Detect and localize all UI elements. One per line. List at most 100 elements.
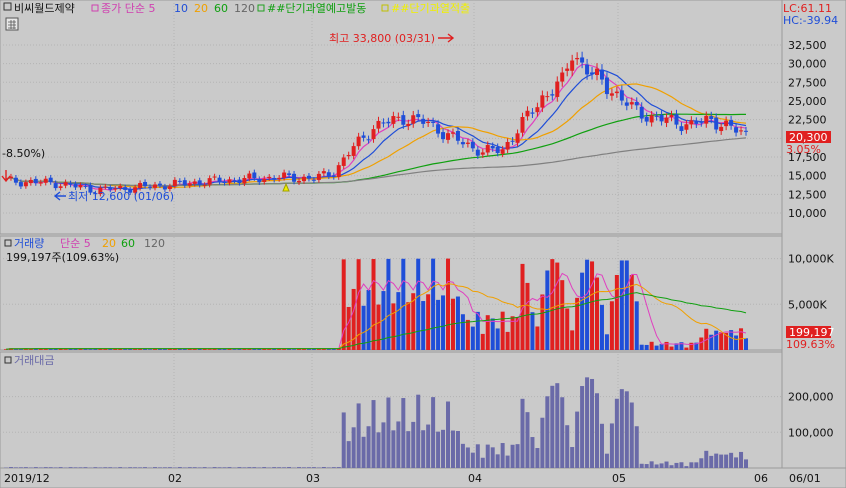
amount-title: 거래대금 xyxy=(14,354,54,367)
amount-bar xyxy=(629,402,634,468)
volume-ma60-label: 60 xyxy=(121,237,135,250)
volume-bar xyxy=(644,344,649,350)
candle-body xyxy=(684,124,689,130)
volume-bar xyxy=(575,297,580,350)
candle-body xyxy=(123,187,128,190)
candle-body xyxy=(257,179,262,183)
table-icon[interactable] xyxy=(5,17,19,31)
amount-bar xyxy=(38,467,43,468)
volume-bar xyxy=(98,348,103,350)
amount-bar xyxy=(202,467,207,468)
candle-body xyxy=(73,183,78,188)
candle-body xyxy=(311,179,316,181)
volume-bar xyxy=(272,348,277,350)
candle-body xyxy=(540,95,545,108)
amount-bar xyxy=(431,397,436,468)
candle-body xyxy=(366,139,371,141)
amount-bar xyxy=(346,441,351,468)
amount-bar xyxy=(674,462,679,468)
volume-info: 199,197주(109.63%) xyxy=(6,251,119,264)
amount-bar xyxy=(167,467,172,468)
candle-body xyxy=(455,130,460,141)
volume-bar xyxy=(4,349,8,350)
candle-body xyxy=(93,193,98,195)
candle-body xyxy=(167,186,172,189)
candle-body xyxy=(590,72,595,75)
candle-body xyxy=(242,178,247,184)
volume-panel[interactable] xyxy=(0,235,783,351)
candle-body xyxy=(321,171,326,174)
candle-body xyxy=(460,142,465,145)
amount-bar xyxy=(609,423,614,468)
amount-bar xyxy=(366,426,371,468)
candle-body xyxy=(575,57,580,60)
amount-bar xyxy=(68,467,73,468)
amount-bar xyxy=(699,458,704,468)
volume-bar xyxy=(361,305,366,350)
amount-bar xyxy=(644,464,649,468)
amount-bar xyxy=(237,467,242,468)
candle-body xyxy=(485,144,490,153)
volume-bar xyxy=(694,342,699,350)
volume-bar xyxy=(222,348,227,350)
candle-body xyxy=(376,120,381,129)
volume-bar xyxy=(277,348,282,350)
candle-body xyxy=(346,154,351,157)
volume-bar xyxy=(43,348,48,350)
amount-bar xyxy=(560,397,565,468)
candle-body xyxy=(232,180,237,182)
volume-bar xyxy=(157,348,162,350)
volume-bar xyxy=(396,292,401,350)
candle-body xyxy=(604,77,609,95)
amount-bar xyxy=(133,467,138,468)
amount-bar xyxy=(143,467,148,468)
candle-body xyxy=(63,182,68,186)
candle-body xyxy=(88,185,93,193)
current-volume: 199,197 xyxy=(789,326,835,339)
amount-bar xyxy=(262,467,267,468)
volume-bar xyxy=(565,308,570,350)
candle-body xyxy=(267,176,272,179)
volume-bar xyxy=(401,258,406,350)
candle-body xyxy=(704,115,709,124)
price-tick-label: 15,000 xyxy=(788,170,827,183)
candle-body xyxy=(157,183,162,186)
amount-bar xyxy=(555,383,560,468)
candle-body xyxy=(316,173,321,180)
candle-body xyxy=(426,121,431,123)
candle-body xyxy=(237,179,242,183)
candle-body xyxy=(709,116,714,120)
volume-bar xyxy=(659,344,664,350)
x-tick-label: 03 xyxy=(306,472,320,485)
volume-bar xyxy=(545,270,550,350)
amount-bar xyxy=(744,459,748,468)
amount-bar xyxy=(470,452,475,468)
volume-bar xyxy=(371,259,376,350)
amount-bar xyxy=(152,467,157,468)
candle-body xyxy=(282,172,287,178)
amount-bar xyxy=(485,444,490,468)
ma20-line xyxy=(5,83,747,189)
amount-panel[interactable] xyxy=(0,351,783,469)
amount-bar xyxy=(396,421,401,468)
amount-bars xyxy=(4,377,748,468)
amount-bar xyxy=(525,412,530,468)
candle-body xyxy=(152,184,157,188)
left-percent: -8.50%) xyxy=(2,147,45,160)
volume-bar xyxy=(525,282,530,350)
volume-bar xyxy=(431,258,436,350)
amount-bar xyxy=(301,467,306,468)
volume-bar xyxy=(182,348,187,350)
legend-box-icon[interactable] xyxy=(3,2,12,11)
amount-bar xyxy=(624,391,629,468)
volume-bar xyxy=(341,259,346,350)
volume-bar xyxy=(247,348,252,350)
volume-bar xyxy=(550,259,555,350)
volume-bar xyxy=(570,330,575,350)
price-tick-label: 30,000 xyxy=(788,58,827,71)
volume-bar xyxy=(744,338,748,350)
candle-body xyxy=(371,129,376,140)
x-tick-label: 06 xyxy=(754,472,768,485)
price-tick-label: 17,500 xyxy=(788,151,827,164)
